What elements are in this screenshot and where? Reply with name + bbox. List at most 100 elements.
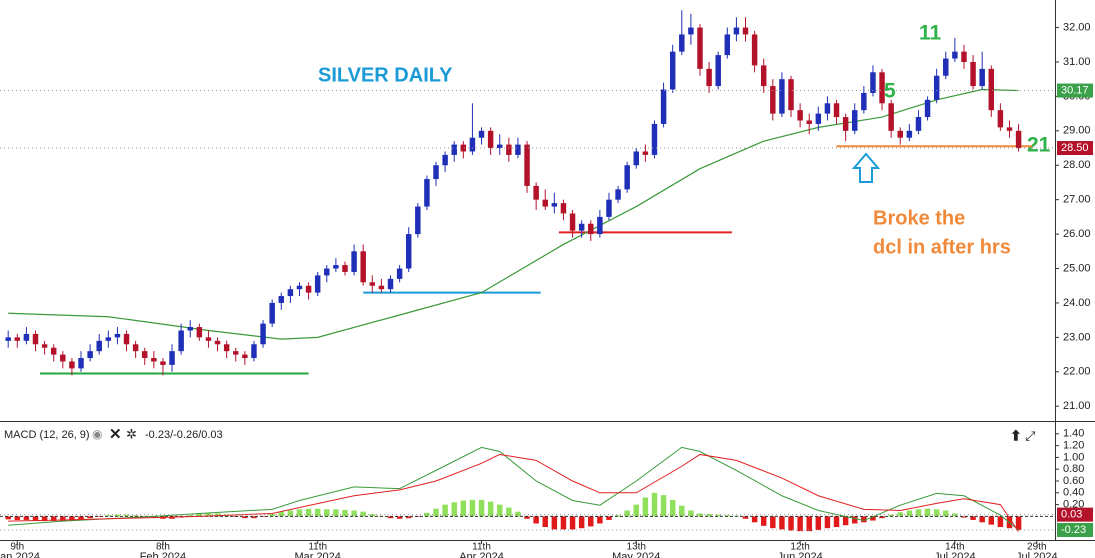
y-tick-label: 29.00: [1063, 125, 1091, 137]
macd-histogram-bar: [724, 515, 731, 517]
candle-body: [105, 337, 112, 341]
candle-body: [269, 302, 275, 324]
macd-y-tick-label: 1.20: [1063, 440, 1084, 452]
candle-body: [615, 189, 621, 200]
macd-histogram-bar: [542, 516, 548, 528]
candle-body: [861, 92, 867, 111]
macd-histogram-bar: [943, 510, 949, 517]
candle-body: [60, 354, 66, 362]
candle-body: [405, 234, 412, 269]
macd-y-tick-label: 0.80: [1063, 463, 1084, 475]
macd-histogram-bar: [524, 516, 530, 519]
candle-body: [979, 68, 985, 87]
macd-histogram-bar: [87, 516, 93, 519]
settings-icon[interactable]: ✲: [126, 426, 137, 441]
macd-histogram-bar: [114, 514, 121, 517]
chart-title: SILVER DAILY: [318, 64, 453, 86]
candle-body: [415, 206, 421, 235]
eye-icon[interactable]: ◉: [92, 427, 102, 441]
candle-body: [333, 265, 339, 269]
macd-histogram-bar: [715, 514, 721, 517]
candle-body: [870, 72, 876, 93]
macd-histogram-bar: [305, 508, 312, 517]
macd-histogram-bar: [706, 514, 712, 517]
macd-y-tick-label: 1.40: [1063, 428, 1084, 440]
macd-histogram-bar: [469, 499, 476, 517]
candle-body: [433, 165, 439, 180]
candle-body: [69, 361, 75, 369]
y-tick-label: 22.00: [1063, 366, 1091, 378]
candle-body: [460, 144, 467, 152]
candle-body: [214, 340, 221, 345]
macd-histogram-bar: [1015, 516, 1022, 530]
macd-histogram-bar: [633, 504, 640, 517]
macd-histogram-bar: [952, 513, 958, 517]
candle-body: [706, 68, 712, 87]
x-tick-label: 13th: [627, 542, 646, 553]
macd-histogram-bar: [933, 509, 940, 517]
candle-body: [351, 251, 357, 272]
candle-body: [515, 144, 521, 155]
close-icon[interactable]: ✕: [109, 426, 122, 443]
macd-histogram-bar: [287, 510, 294, 517]
candle-body: [943, 58, 949, 76]
macd-histogram-bar: [770, 516, 776, 529]
macd-histogram-bar: [660, 495, 667, 517]
macd-histogram-bar: [460, 500, 467, 517]
candle-body: [897, 130, 903, 138]
macd-histogram-bar: [260, 516, 266, 517]
y-tick-label: 28.00: [1063, 159, 1091, 171]
last-price-box: [1057, 83, 1093, 98]
macd-histogram-bar: [533, 516, 539, 524]
arrow-icon: [851, 152, 881, 183]
last-price-box: [1057, 507, 1093, 522]
macd-histogram-bar: [196, 513, 203, 517]
macd-histogram-bar: [324, 509, 330, 517]
macd-histogram-bar: [797, 516, 803, 532]
x-tick-sublabel: Apr 2024: [459, 551, 504, 558]
macd-histogram-bar: [14, 516, 21, 520]
candle-body: [542, 199, 548, 207]
last-price-label: 30.17: [1061, 84, 1089, 96]
candle-body: [679, 34, 685, 52]
macd-histogram-bar: [642, 497, 649, 517]
annotation: 11: [919, 22, 942, 45]
y-tick-label: 31.00: [1063, 56, 1091, 68]
x-tick-sublabel: May 2024: [612, 551, 660, 558]
macd-histogram-bar: [615, 515, 621, 517]
candle-body: [770, 86, 776, 114]
candle-body: [32, 333, 39, 345]
candle-body: [906, 130, 913, 138]
candle-body: [142, 351, 148, 359]
candle-body: [396, 268, 403, 279]
move-icon[interactable]: ⬆: [1010, 428, 1022, 444]
macd-histogram-bar: [32, 516, 39, 521]
candle-body: [287, 289, 294, 297]
macd-histogram-bar: [442, 504, 448, 517]
y-tick-label: 32.00: [1063, 21, 1091, 33]
macd-histogram-bar: [214, 513, 221, 517]
annotation: 5: [884, 80, 896, 103]
x-tick-sublabel: Jul 2024: [934, 551, 976, 558]
y-tick-label: 24.00: [1063, 297, 1091, 309]
candle-body: [833, 103, 840, 118]
expand-icon[interactable]: ⤢: [1025, 428, 1035, 443]
candle-body: [506, 144, 512, 155]
macd-histogram-bar: [997, 516, 1004, 528]
candle-body: [251, 344, 257, 359]
macd-y-tick-label: 0.40: [1063, 487, 1084, 499]
macd-histogram-bar: [988, 516, 995, 525]
candle-body: [14, 337, 21, 341]
candle-body: [223, 344, 230, 352]
macd-histogram-bar: [342, 509, 348, 517]
macd-histogram-bar: [497, 504, 503, 517]
y-tick-label: 25.00: [1063, 262, 1091, 274]
macd-y-tick-label: 0.20: [1063, 499, 1084, 511]
candle-body: [96, 340, 102, 352]
macd-histogram-bar: [961, 516, 967, 518]
macd-histogram-bar: [5, 516, 11, 520]
macd-histogram-bar: [69, 516, 75, 521]
macd-line: [8, 446, 1019, 531]
macd-histogram-bar: [906, 510, 913, 517]
